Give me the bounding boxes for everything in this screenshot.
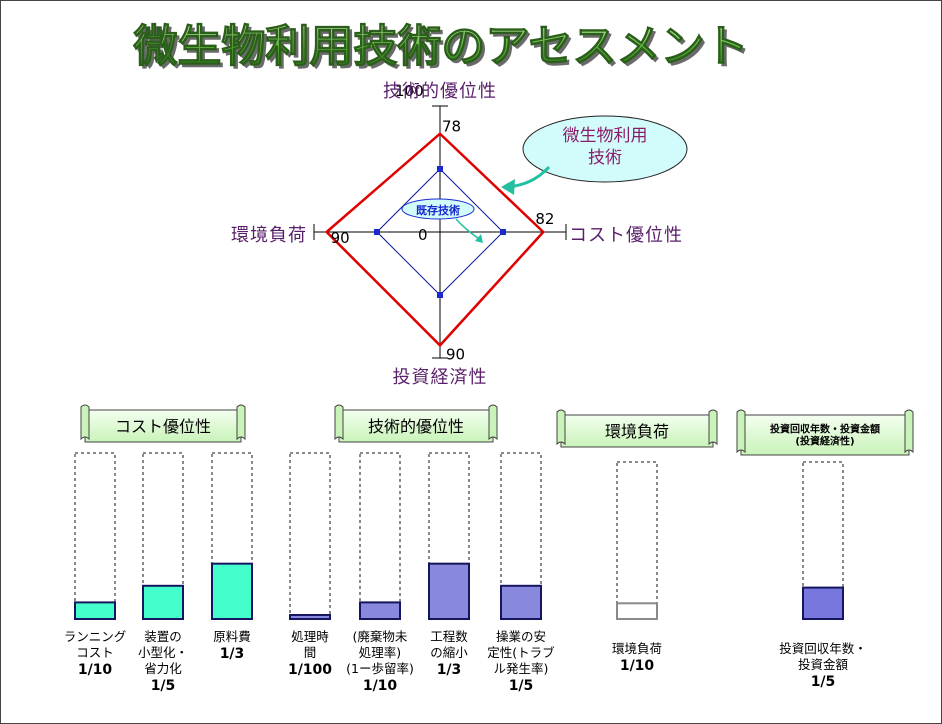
radar-max-label: 100 (395, 82, 424, 100)
group-banner-roll-right (488, 404, 498, 441)
bar-existing-outline (359, 452, 401, 620)
group-banner-roll-left (736, 409, 746, 454)
bar-ratio-label: 1/100 (288, 662, 332, 678)
bar-ratio-label: 1/10 (78, 662, 113, 678)
bar-group-3: 投資回収年数・投資金額(投資経済性) 投資回収年数・投資金額 1/5 (736, 409, 914, 690)
radar-value-label: 82 (535, 210, 554, 228)
bar-label: 投資回収年数・投資金額 (779, 641, 867, 672)
group-banner-roll-left (556, 409, 566, 446)
callout-existing-arrow (455, 218, 480, 240)
group-banner-label: コスト優位性 (115, 417, 211, 436)
bar-label: 操業の安定性(トラブル発生率) (487, 629, 555, 676)
radar-axis-label-left: 環境負荷 (231, 225, 307, 246)
bar-existing-outline (211, 452, 253, 620)
group-banner: 投資回収年数・投資金額(投資経済性) (736, 409, 914, 456)
radar-point (500, 229, 506, 235)
group-banner-roll-left (334, 404, 344, 441)
group-banner: 環境負荷 (556, 409, 718, 448)
group-banner-roll-right (236, 404, 246, 441)
group-banner: コスト優位性 (80, 404, 246, 443)
bar-value (142, 584, 184, 620)
group-banner-label: 投資回収年数・投資金額(投資経済性) (770, 423, 880, 448)
radar-axis-label-top: 技術的優位性 (383, 81, 497, 102)
callout-existing-bubble (401, 198, 475, 220)
bar-label: (廃棄物未処理率) (1ー歩留率) (346, 629, 414, 676)
callout-new-arrowhead (501, 179, 515, 195)
bar-existing-outline (616, 461, 658, 620)
radar-center-label: 0 (418, 226, 428, 244)
bar-label: 環境負荷 (612, 641, 662, 656)
bar-existing-outline (500, 452, 542, 620)
bar-ratio-label: 1/10 (363, 678, 398, 694)
bar-label: ランニングコスト (64, 629, 127, 660)
bar-value (211, 562, 253, 620)
bar-ratio-label: 1/10 (620, 658, 655, 674)
bar-label: 原料費 (213, 629, 251, 644)
page-title-shadow: 微生物利用技術のアセスメント (135, 24, 751, 75)
bar-ratio-label: 1/3 (220, 646, 245, 662)
callout-existing-label: 既存技術 (416, 203, 460, 217)
group-banner-roll-right (904, 409, 914, 454)
group-banner: 技術的優位性 (334, 404, 498, 443)
bar-ratio-label: 1/5 (151, 678, 176, 694)
bar-existing-outline (428, 452, 470, 620)
bar-value (74, 601, 116, 621)
callout-new-bubble (522, 115, 688, 183)
bar-label: 処理時間 (291, 629, 329, 660)
radar-value-label: 90 (331, 229, 350, 247)
bar-value (359, 601, 401, 621)
bar-value (428, 562, 470, 620)
bar-groups: コスト優位性ランニングコスト1/10装置の小型化・省力化1/5原料費1/3技術的… (64, 404, 914, 694)
radar-point (374, 229, 380, 235)
bar-label: 工程数の縮小 (430, 629, 468, 660)
bar-value (802, 586, 844, 620)
callout-new-label: 微生物利用技術 (563, 126, 648, 168)
group-banner-roll-left (80, 404, 90, 441)
page-title: 微生物利用技術のアセスメント (132, 21, 748, 72)
bar-value (500, 584, 542, 620)
callout-existing-arrowhead (475, 234, 483, 243)
radar-point (437, 166, 443, 172)
bar-ratio-label: 1/5 (509, 678, 534, 694)
radar-point (437, 292, 443, 298)
group-banner-label: 技術的優位性 (368, 417, 464, 436)
bar-value (616, 602, 658, 620)
radar-value-label: 78 (442, 118, 461, 136)
bar-existing-outline (142, 452, 184, 620)
bar-existing-outline (289, 452, 331, 620)
bar-ratio-label: 1/5 (811, 674, 836, 690)
radar-axis-label-right: コスト優位性 (569, 225, 683, 246)
radar-value-label: 90 (446, 345, 465, 363)
group-banner-label: 環境負荷 (605, 422, 669, 441)
radar-series-0 (324, 132, 546, 348)
bar-existing-outline (74, 452, 116, 620)
bar-label: 装置の小型化・省力化 (138, 629, 188, 676)
bar-value (289, 614, 331, 620)
bar-ratio-label: 1/3 (437, 662, 462, 678)
radar-axis-label-bottom: 投資経済性 (393, 367, 488, 388)
group-banner-roll-right (708, 409, 718, 446)
